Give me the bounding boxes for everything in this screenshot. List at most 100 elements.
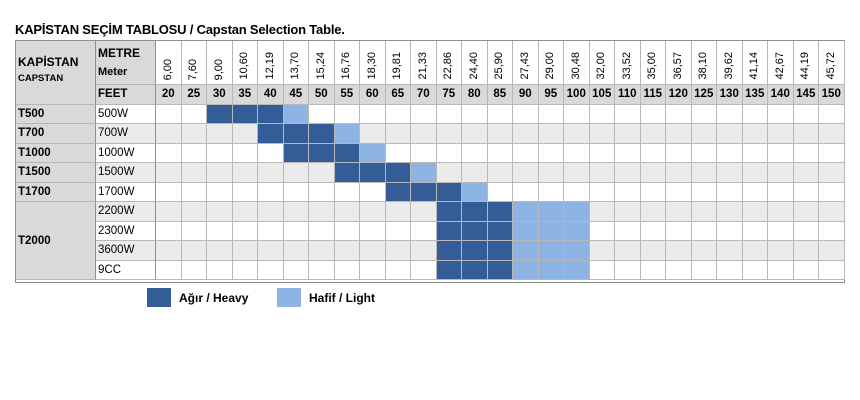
empty-cell [258, 221, 284, 241]
heavy-cell [487, 241, 513, 261]
feet-cell: 125 [691, 85, 717, 105]
feet-header: FEET [96, 85, 156, 105]
meter-value: 24,40 [467, 52, 480, 80]
empty-cell [640, 202, 666, 222]
heavy-cell [462, 241, 488, 261]
power-label: 9CC [96, 260, 156, 280]
power-label: 700W [96, 124, 156, 144]
empty-cell [793, 260, 819, 280]
heavy-cell [462, 260, 488, 280]
light-cell [538, 202, 564, 222]
empty-cell [793, 202, 819, 222]
meter-value: 15,24 [314, 52, 327, 80]
light-cell [538, 260, 564, 280]
empty-cell [411, 143, 437, 163]
empty-cell [207, 202, 233, 222]
heavy-cell [309, 143, 335, 163]
empty-cell [513, 124, 539, 144]
empty-cell [589, 241, 615, 261]
heavy-cell [309, 124, 335, 144]
feet-cell: 50 [309, 85, 335, 105]
empty-cell [768, 221, 794, 241]
meter-cell: 18,30 [360, 41, 386, 85]
empty-cell [717, 143, 743, 163]
empty-cell [717, 202, 743, 222]
meter-cell: 24,40 [462, 41, 488, 85]
empty-cell [309, 104, 335, 124]
empty-cell [717, 163, 743, 183]
empty-cell [360, 202, 386, 222]
model-label: T700 [16, 124, 96, 144]
empty-cell [334, 221, 360, 241]
empty-cell [640, 104, 666, 124]
meter-cell: 38,10 [691, 41, 717, 85]
legend-light-swatch [277, 288, 301, 307]
meter-value: 21,33 [416, 52, 429, 80]
empty-cell [181, 182, 207, 202]
empty-cell [742, 202, 768, 222]
empty-cell [207, 182, 233, 202]
feet-cell: 100 [564, 85, 590, 105]
meter-value: 6,00 [161, 58, 174, 80]
empty-cell [334, 202, 360, 222]
empty-cell [742, 221, 768, 241]
feet-cell: 40 [258, 85, 284, 105]
empty-cell [156, 163, 182, 183]
meter-value: 39,62 [722, 52, 735, 80]
empty-cell [615, 143, 641, 163]
empty-cell [589, 202, 615, 222]
light-cell [513, 221, 539, 241]
empty-cell [819, 163, 845, 183]
empty-cell [717, 124, 743, 144]
empty-cell [768, 143, 794, 163]
heavy-cell [436, 202, 462, 222]
empty-cell [181, 202, 207, 222]
empty-cell [793, 124, 819, 144]
meter-cell: 35,00 [640, 41, 666, 85]
heavy-cell [385, 163, 411, 183]
legend: Ağır / Heavy Hafif / Light [147, 288, 397, 308]
empty-cell [538, 143, 564, 163]
empty-cell [156, 124, 182, 144]
empty-cell [742, 163, 768, 183]
heavy-cell [207, 104, 233, 124]
empty-cell [691, 221, 717, 241]
empty-cell [819, 260, 845, 280]
empty-cell [487, 104, 513, 124]
empty-cell [232, 143, 258, 163]
empty-cell [615, 260, 641, 280]
light-cell [538, 241, 564, 261]
feet-cell: 120 [666, 85, 692, 105]
legend-heavy: Ağır / Heavy [147, 288, 248, 307]
empty-cell [156, 182, 182, 202]
empty-cell [564, 143, 590, 163]
empty-cell [334, 104, 360, 124]
empty-cell [181, 221, 207, 241]
empty-cell [640, 221, 666, 241]
meter-cell: 16,76 [334, 41, 360, 85]
empty-cell [283, 202, 309, 222]
light-cell [513, 260, 539, 280]
meter-cell: 25,90 [487, 41, 513, 85]
empty-cell [411, 221, 437, 241]
light-cell [411, 163, 437, 183]
empty-cell [768, 182, 794, 202]
heavy-cell [436, 221, 462, 241]
empty-cell [487, 163, 513, 183]
empty-cell [385, 124, 411, 144]
heavy-cell [411, 182, 437, 202]
empty-cell [156, 241, 182, 261]
empty-cell [538, 163, 564, 183]
empty-cell [334, 260, 360, 280]
heavy-cell [462, 202, 488, 222]
empty-cell [309, 260, 335, 280]
empty-cell [232, 260, 258, 280]
meter-value: 10,60 [238, 52, 251, 80]
empty-cell [232, 182, 258, 202]
empty-cell [283, 182, 309, 202]
feet-cell: 140 [768, 85, 794, 105]
empty-cell [181, 143, 207, 163]
meter-cell: 10,60 [232, 41, 258, 85]
legend-light: Hafif / Light [277, 288, 375, 307]
empty-cell [436, 104, 462, 124]
